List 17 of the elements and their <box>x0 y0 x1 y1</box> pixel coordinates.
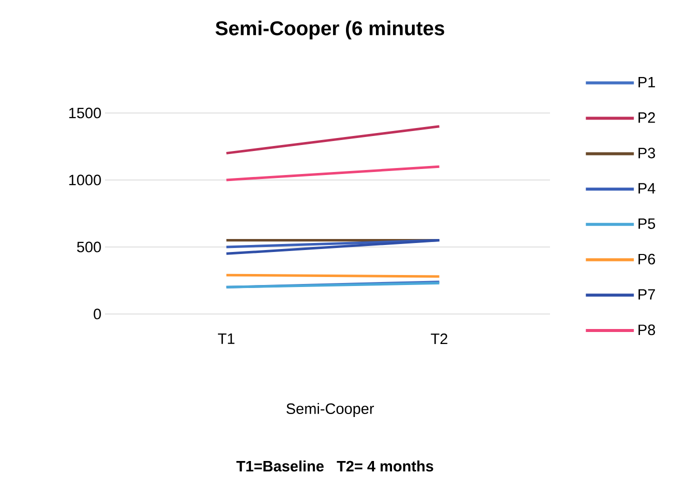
text: T1=Baseline T2= 4 months <box>236 460 434 472</box>
legend-label: P7 <box>638 289 655 300</box>
x-tick-label: T1 <box>218 334 234 344</box>
x-axis-title: Semi-Cooper <box>286 402 374 417</box>
y-tick-label: 500 <box>77 242 101 252</box>
y-tick-label: 0 <box>94 308 101 320</box>
legend-label: P1 <box>638 76 655 88</box>
legend-label: P5 <box>638 218 656 229</box>
legend-label: P3 <box>638 148 656 158</box>
x-tick-label: T2 <box>430 334 448 344</box>
legend-label: P2 <box>638 112 655 123</box>
legend-label: P8 <box>638 324 656 336</box>
y-tick-label: 1000 <box>69 174 101 186</box>
legend-label: P6 <box>638 254 656 264</box>
chart-title: Semi-Cooper (6 minutes <box>216 20 444 40</box>
y-tick-label: 1500 <box>69 108 101 118</box>
legend-label: P4 <box>638 183 656 194</box>
